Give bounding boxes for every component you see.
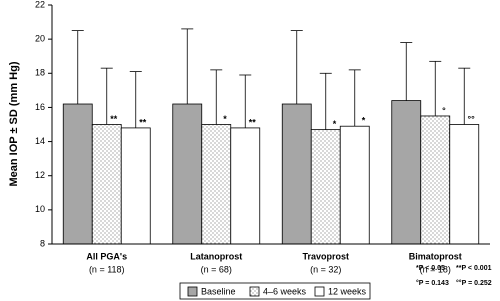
category-note: (n = 118) (89, 264, 125, 274)
error-bar (100, 67, 113, 125)
x-tick-label: Latanoprost (190, 251, 242, 261)
bar (420, 115, 451, 245)
error-bar (458, 67, 471, 125)
error-bar (210, 69, 223, 125)
footnote: °P = 0.143 (416, 279, 449, 287)
bar (230, 127, 261, 245)
significance-label: * (333, 119, 337, 129)
error-bar (319, 72, 332, 130)
bar (310, 129, 341, 245)
y-tick-label: 20 (35, 34, 45, 44)
category-note: (n = 68) (201, 264, 232, 274)
error-bar (429, 60, 442, 116)
bar (62, 103, 93, 245)
bar (339, 125, 370, 245)
y-tick-label: 22 (35, 0, 45, 9)
error-bar (239, 74, 252, 128)
y-tick-label: 14 (35, 136, 45, 146)
x-tick-label: All PGA's (86, 251, 127, 261)
error-bar (348, 69, 361, 127)
y-tick-label: 16 (35, 102, 45, 112)
x-tick-label: Bimatoprost (409, 251, 462, 261)
bar (120, 127, 151, 245)
footnote: *P < 0.05 (416, 265, 445, 272)
y-axis-label: Mean IOP ± SD (mm Hg) (8, 61, 20, 186)
error-bar (400, 42, 413, 101)
legend-swatch (314, 286, 325, 297)
y-tick-label: 12 (35, 170, 45, 180)
significance-label: °° (468, 114, 476, 124)
error-bar (71, 30, 84, 105)
bar (391, 100, 422, 245)
bar (91, 124, 122, 245)
legend-label: 4–6 weeks (263, 286, 307, 296)
y-tick-label: 10 (35, 204, 45, 214)
bar (281, 103, 312, 245)
legend-label: Baseline (201, 286, 236, 296)
legend-label: 12 weeks (328, 286, 367, 296)
significance-label: ** (249, 117, 257, 127)
significance-label: * (362, 116, 366, 126)
error-bar (181, 28, 194, 105)
significance-label: ° (442, 105, 446, 115)
footnote: °°P = 0.252 (456, 279, 492, 287)
y-tick-label: 8 (40, 238, 45, 248)
y-tick-label: 18 (35, 68, 45, 78)
error-bar (290, 30, 303, 105)
x-tick-label: Travoprost (302, 251, 349, 261)
footnote: **P < 0.001 (456, 265, 492, 272)
bar (172, 103, 203, 245)
bar (449, 124, 480, 245)
legend-swatch (187, 286, 198, 297)
category-note: (n = 32) (310, 264, 341, 274)
significance-label: ** (139, 117, 147, 127)
significance-label: * (223, 114, 227, 124)
legend-swatch (249, 286, 260, 297)
error-bar (129, 71, 142, 128)
bar (201, 124, 232, 245)
category-note: (n = 18) (420, 264, 451, 274)
significance-label: ** (110, 114, 118, 124)
